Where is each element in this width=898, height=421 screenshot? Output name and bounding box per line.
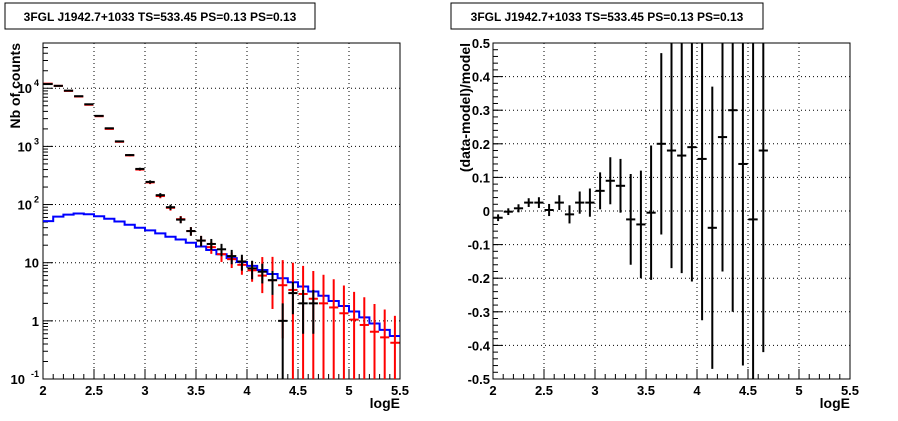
y-tick-label: 1 bbox=[32, 314, 39, 329]
y-tick-label: 10 bbox=[25, 256, 39, 271]
x-tick-label: 4.5 bbox=[739, 383, 757, 398]
y-tick-label: -0.4 bbox=[468, 338, 491, 353]
y-tick-label: -0.5 bbox=[468, 372, 490, 387]
title-box bbox=[4, 2, 316, 30]
y-tick-exponent: 3 bbox=[34, 136, 39, 146]
y-tick-exponent: 2 bbox=[34, 195, 39, 205]
x-tick-label: 3.5 bbox=[637, 383, 655, 398]
y-tick-label: 10 bbox=[18, 81, 32, 96]
x-tick-label: 2 bbox=[489, 383, 496, 398]
x-tick-label: 3 bbox=[591, 383, 598, 398]
grid bbox=[43, 43, 400, 379]
chart-title: 3FGL J1942.7+1033 TS=533.45 PS=0.13 PS=0… bbox=[471, 10, 744, 24]
x-tick-label: 2 bbox=[39, 383, 46, 398]
chart-title: 3FGL J1942.7+1033 TS=533.45 PS=0.13 PS=0… bbox=[24, 10, 297, 24]
y-tick-label: -0.2 bbox=[468, 271, 490, 286]
axis-ticks: 2 2.5 3 3.5 4 4.5 5 5.5 -0.5 -0.4 -0.3 -0.2 -0.1 0 0.1… bbox=[468, 36, 859, 398]
y-tick-label: 10 bbox=[11, 372, 25, 387]
x-tick-label: 5 bbox=[345, 383, 352, 398]
y-tick-label: 10 bbox=[18, 139, 32, 154]
x-tick-label: 4 bbox=[243, 383, 251, 398]
counts-panel: 3FGL J1942.7+1033 TS=533.45 PS=0.13 PS=0… bbox=[4, 2, 409, 411]
y-tick-label: 0.1 bbox=[472, 170, 490, 185]
x-tick-label: 4.5 bbox=[289, 383, 307, 398]
y-tick-label: 10 bbox=[18, 198, 32, 213]
y-tick-exponent: 4 bbox=[34, 78, 39, 88]
x-tick-label: 3.5 bbox=[187, 383, 205, 398]
x-axis-label: logE bbox=[820, 395, 850, 411]
x-tick-label: 5.5 bbox=[841, 383, 859, 398]
residual-panel: 3FGL J1942.7+1033 TS=533.45 PS=0.13 PS=0… bbox=[450, 2, 859, 411]
data-marks bbox=[43, 82, 400, 379]
x-tick-label: 5 bbox=[795, 383, 802, 398]
y-tick-label: 0.5 bbox=[472, 36, 490, 51]
x-tick-label: 2.5 bbox=[85, 383, 103, 398]
x-tick-label: 3 bbox=[141, 383, 148, 398]
y-tick-label: 0.4 bbox=[472, 70, 491, 85]
y-axis-label: (data-model)/model bbox=[457, 43, 473, 172]
y-tick-label: 0 bbox=[483, 204, 490, 219]
title-box bbox=[450, 2, 764, 30]
y-tick-label: 0.2 bbox=[472, 137, 490, 152]
plot-frame bbox=[42, 42, 401, 380]
data-marks bbox=[493, 43, 768, 379]
x-tick-label: 5.5 bbox=[391, 383, 409, 398]
grid bbox=[493, 43, 850, 379]
y-tick-label: -0.3 bbox=[468, 305, 490, 320]
y-axis-label: Nb of counts bbox=[7, 43, 23, 129]
x-tick-label: 4 bbox=[693, 383, 701, 398]
model-step-line bbox=[43, 212, 400, 337]
y-tick-label: 0.3 bbox=[472, 103, 490, 118]
x-tick-label: 2.5 bbox=[535, 383, 553, 398]
y-tick-exponent: -1 bbox=[31, 369, 39, 379]
y-tick-label: -0.1 bbox=[468, 238, 490, 253]
x-axis-label: logE bbox=[370, 395, 400, 411]
